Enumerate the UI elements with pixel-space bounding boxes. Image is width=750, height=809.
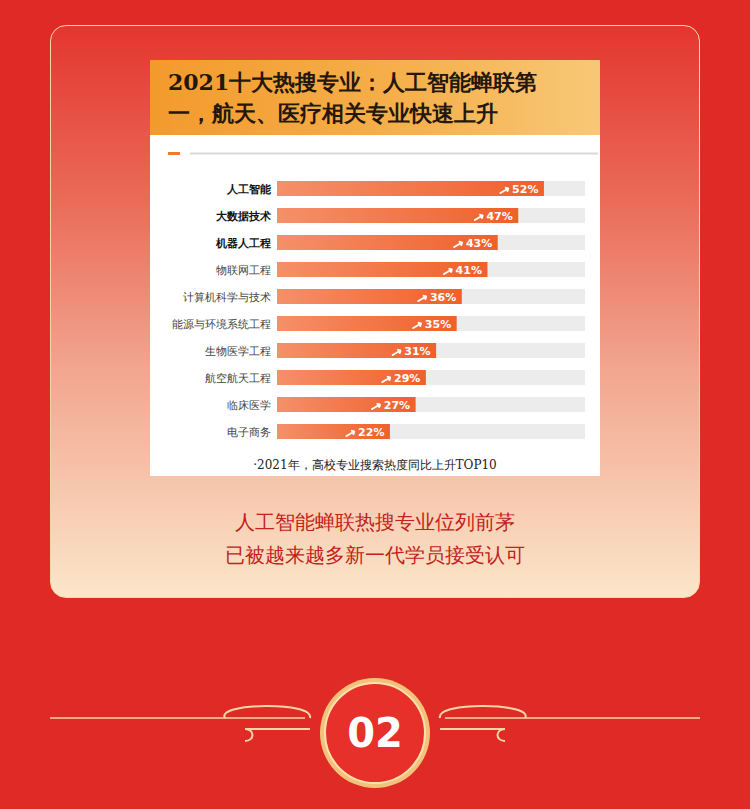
svg-text:27%: 27% (384, 399, 410, 412)
svg-text:生物医学工程: 生物医学工程 (205, 345, 271, 358)
svg-text:电子商务: 电子商务 (227, 426, 271, 439)
svg-text:物联网工程: 物联网工程 (216, 264, 271, 277)
svg-text:临床医学: 临床医学 (227, 399, 271, 412)
html-text:人工智能蝉联热搜专业位列前茅: 人工智能蝉联热搜专业位列前茅 (235, 510, 515, 534)
html-text:已被越来越多新一代学员接受认可: 已被越来越多新一代学员接受认可 (225, 543, 525, 567)
svg-text:航空航天工程: 航空航天工程 (205, 372, 271, 385)
svg-text:35%: 35% (425, 318, 451, 331)
svg-text:52%: 52% (512, 183, 538, 196)
svg-text:人工智能: 人工智能 (226, 183, 272, 196)
svg-text:29%: 29% (394, 372, 420, 385)
svg-text:47%: 47% (486, 210, 512, 223)
html-text:2021十大热搜专业：人工智能蝉联第一，航天、医疗相关专业快: 2021十大热搜专业：人工智能蝉联第一，航天、医疗相关专业快速上升 (168, 69, 538, 126)
svg-text:机器人工程: 机器人工程 (215, 237, 271, 250)
svg-text:22%: 22% (358, 426, 384, 439)
svg-text:36%: 36% (430, 291, 456, 304)
svg-text:02: 02 (347, 710, 403, 756)
html-text:·2021年，高校专业搜索热度同比上升TOP10: ·2021年，高校专业搜索热度同比上升TOP10 (253, 458, 497, 472)
svg-text:31%: 31% (404, 345, 430, 358)
svg-text:43%: 43% (466, 237, 492, 250)
svg-text:41%: 41% (456, 264, 482, 277)
svg-text:大数据技术: 大数据技术 (216, 210, 271, 223)
svg-text:计算机科学与技术: 计算机科学与技术 (183, 291, 271, 304)
svg-text:能源与环境系统工程: 能源与环境系统工程 (172, 318, 271, 331)
